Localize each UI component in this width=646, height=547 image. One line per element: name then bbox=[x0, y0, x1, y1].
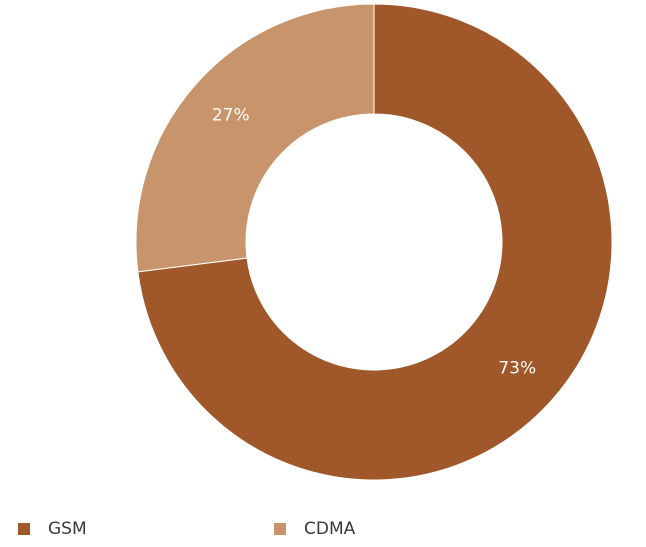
legend-swatch-gsm bbox=[18, 523, 30, 535]
legend-label-gsm: GSM bbox=[48, 519, 87, 539]
slice-label-cdma: 27% bbox=[212, 106, 250, 126]
donut-labels: 73% 27% bbox=[212, 106, 536, 379]
legend-item-cdma: CDMA bbox=[274, 519, 355, 539]
slice-cdma bbox=[135, 3, 375, 273]
legend-item-gsm: GSM bbox=[18, 519, 274, 539]
chart-legend: GSM CDMA bbox=[18, 516, 355, 542]
legend-label-cdma: CDMA bbox=[304, 519, 356, 539]
legend-swatch-cdma bbox=[274, 523, 286, 535]
donut-slices bbox=[135, 3, 613, 481]
donut-chart: 73% 27% bbox=[135, 3, 613, 481]
slice-gsm bbox=[137, 3, 613, 481]
slice-label-gsm: 73% bbox=[498, 358, 536, 378]
